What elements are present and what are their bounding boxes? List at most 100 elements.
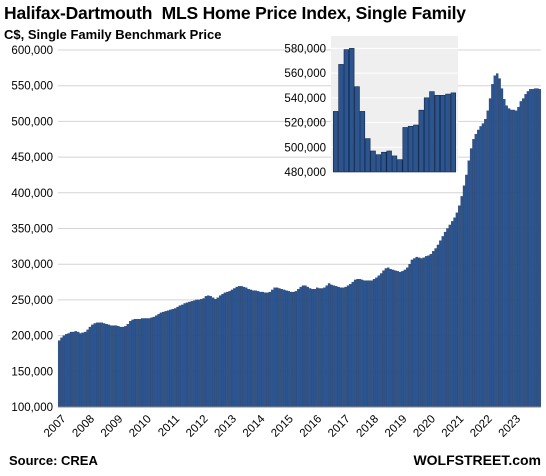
y-tick-label: 550,000	[11, 81, 53, 93]
bar	[202, 298, 205, 408]
bar	[524, 94, 527, 408]
bar	[446, 228, 449, 408]
inset-bar	[338, 64, 344, 173]
x-tick-label: 2018	[355, 413, 382, 440]
bar	[455, 212, 459, 408]
bar	[110, 325, 113, 408]
inset-bar	[381, 151, 387, 173]
bar	[249, 289, 253, 408]
bar	[413, 258, 416, 408]
y-tick-label: 350,000	[11, 224, 53, 236]
bar	[176, 306, 179, 408]
bar	[493, 75, 497, 408]
inset-bar	[413, 124, 419, 173]
bar	[327, 283, 331, 408]
bar	[529, 89, 532, 408]
bar	[332, 285, 336, 408]
x-tick-label: 2012	[184, 413, 211, 440]
bar	[266, 292, 269, 408]
bar	[432, 251, 435, 408]
bar	[62, 335, 66, 408]
y-tick-label: 150,000	[11, 366, 53, 378]
x-tick-label: 2007	[42, 413, 69, 440]
bar	[278, 288, 281, 408]
inset-bar	[397, 159, 403, 173]
bar	[320, 288, 324, 408]
bar	[214, 299, 217, 408]
bar	[197, 299, 201, 408]
bar	[136, 319, 139, 408]
bar	[235, 286, 238, 408]
bar	[477, 129, 480, 408]
inset-chart: 480,000 500,000 520,000 540,000 560,000 580,0…	[284, 36, 458, 179]
bar	[417, 257, 421, 408]
bar	[462, 185, 466, 408]
bar	[240, 286, 243, 408]
bar	[422, 257, 426, 408]
x-tick-label: 2023	[497, 413, 524, 440]
bar	[396, 271, 399, 408]
inset-bar	[450, 92, 457, 173]
bar	[533, 88, 537, 408]
bar	[372, 279, 376, 408]
bar	[195, 299, 198, 408]
bar	[100, 322, 104, 408]
bar	[356, 279, 359, 408]
bar	[152, 316, 156, 408]
bar	[517, 106, 520, 408]
y-tick-label: 450,000	[11, 152, 53, 164]
inset-bar	[365, 138, 371, 173]
bar	[323, 287, 326, 408]
bar	[458, 205, 461, 408]
bar	[382, 270, 385, 408]
inset-bar	[359, 111, 366, 173]
bar	[88, 326, 92, 408]
inset-bar	[354, 86, 360, 173]
bar	[287, 291, 291, 408]
bar	[261, 291, 265, 408]
bar	[57, 340, 61, 408]
bar	[391, 269, 395, 408]
x-tick-label: 2008	[70, 413, 97, 440]
bar	[105, 324, 108, 408]
bar	[349, 284, 352, 408]
bar	[67, 333, 70, 408]
y-tick-label: 400,000	[11, 188, 53, 200]
bar	[512, 109, 515, 408]
bar	[119, 326, 122, 408]
bar	[223, 292, 227, 408]
x-tick-label: 2009	[99, 413, 126, 440]
bar	[503, 99, 506, 408]
bar	[200, 299, 203, 408]
bar	[155, 315, 158, 408]
bar	[500, 88, 504, 408]
bar	[263, 292, 267, 408]
bar	[403, 269, 407, 408]
bar	[275, 287, 279, 408]
bar	[221, 294, 224, 408]
bar	[384, 268, 388, 408]
bar	[441, 236, 444, 408]
inset-bar	[418, 109, 424, 173]
bar	[484, 119, 487, 408]
bar	[498, 78, 501, 408]
bar	[204, 296, 208, 408]
bar	[230, 289, 234, 408]
bar	[353, 279, 357, 408]
bar	[316, 287, 319, 408]
bar	[162, 311, 165, 408]
inset-bar	[439, 95, 446, 173]
bar	[361, 279, 364, 408]
inset-bar	[386, 150, 392, 173]
inset-bar	[370, 150, 376, 173]
bar	[510, 109, 513, 408]
bar	[216, 297, 220, 408]
y-tick-label: 300,000	[11, 259, 53, 271]
bar	[351, 281, 354, 408]
bar	[218, 295, 222, 408]
inset-bar	[332, 111, 339, 173]
bar	[84, 331, 87, 408]
bar	[60, 337, 63, 408]
bar	[379, 273, 383, 408]
